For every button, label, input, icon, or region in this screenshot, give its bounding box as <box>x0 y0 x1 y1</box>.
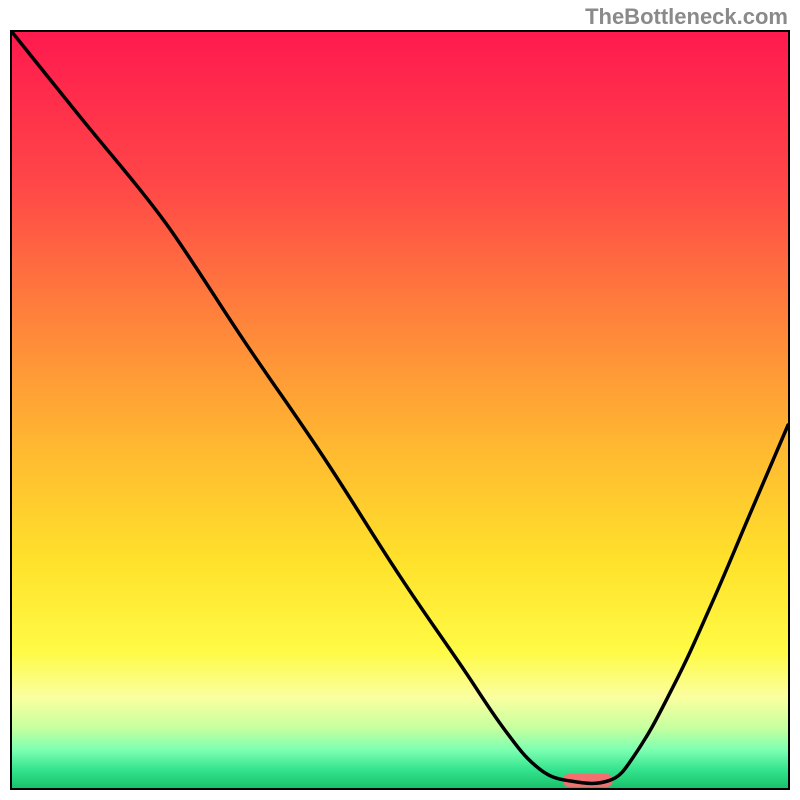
chart-container: TheBottleneck.com <box>0 0 800 800</box>
watermark-label: TheBottleneck.com <box>585 4 788 30</box>
background-gradient <box>12 32 788 788</box>
plot-frame <box>10 30 790 790</box>
